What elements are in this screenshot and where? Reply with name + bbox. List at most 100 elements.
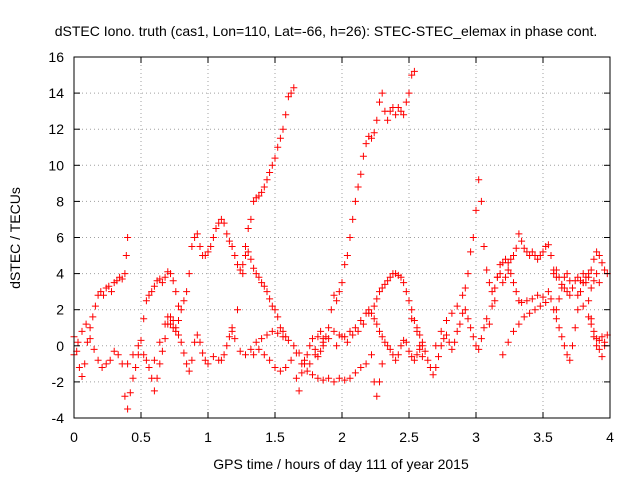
data-point: [185, 367, 193, 375]
data-point: [520, 313, 528, 321]
data-point: [228, 327, 236, 335]
data-point: [544, 288, 552, 296]
data-point: [349, 215, 357, 223]
data-point: [531, 306, 539, 314]
data-point: [220, 219, 228, 227]
data-point: [167, 320, 174, 328]
data-point: [196, 338, 204, 346]
x-tick-label: 0: [70, 429, 78, 445]
data-point: [397, 273, 405, 281]
x-tick-label: 3.5: [533, 429, 553, 445]
data-point: [78, 373, 86, 380]
x-tick-label: 1.5: [265, 429, 285, 445]
series-5: [250, 345, 386, 400]
data-point: [274, 313, 282, 321]
series-12: [552, 270, 611, 361]
data-point: [405, 89, 413, 97]
data-point: [552, 306, 560, 314]
data-point: [298, 369, 306, 377]
data-point: [314, 374, 322, 382]
data-point: [124, 234, 132, 241]
data-point: [593, 270, 601, 278]
data-point: [384, 342, 392, 350]
data-point: [236, 266, 244, 274]
data-point: [330, 378, 338, 386]
data-point: [129, 351, 137, 359]
data-point: [526, 309, 534, 317]
data-point: [392, 111, 400, 119]
data-point: [175, 317, 182, 324]
x-tick-labels: 0 0.5 1 1.5 2 2.5 3 3.5 4: [70, 429, 614, 445]
data-point: [475, 345, 483, 353]
data-point: [311, 345, 319, 353]
data-point: [534, 255, 542, 263]
data-point: [343, 338, 351, 346]
data-point: [448, 345, 456, 353]
data-point: [142, 297, 150, 305]
data-point: [231, 252, 239, 259]
data-point: [191, 234, 199, 241]
data-point: [539, 248, 547, 256]
x-tick-label: 0.5: [131, 429, 151, 445]
data-point: [370, 315, 378, 323]
data-point: [172, 288, 180, 296]
data-point: [89, 313, 97, 321]
data-point: [247, 345, 255, 353]
data-point: [271, 306, 279, 314]
data-point: [472, 206, 480, 214]
data-point: [252, 338, 260, 346]
data-point: [183, 288, 191, 296]
data-point: [252, 270, 260, 278]
data-point: [467, 324, 475, 332]
data-point: [408, 306, 416, 314]
data-point: [180, 297, 188, 305]
data-point: [528, 295, 536, 303]
data-point: [574, 273, 582, 281]
data-point: [188, 243, 196, 250]
y-tick-label: 8: [56, 193, 64, 209]
data-point: [225, 333, 233, 341]
data-point: [276, 324, 284, 332]
data-point: [552, 266, 560, 274]
data-point: [234, 306, 241, 314]
data-point: [346, 374, 354, 382]
data-point: [416, 331, 424, 339]
data-point: [338, 279, 346, 287]
series-6: [292, 67, 418, 395]
data-point: [534, 291, 542, 299]
data-point: [333, 297, 341, 305]
data-point: [343, 252, 351, 259]
data-point: [410, 67, 418, 75]
data-point: [569, 342, 576, 350]
data-point: [448, 309, 456, 317]
data-point: [330, 327, 338, 335]
data-point: [121, 392, 129, 400]
data-point: [263, 331, 271, 339]
data-point: [587, 320, 595, 328]
data-point: [351, 324, 359, 332]
data-point: [258, 335, 266, 343]
x-axis-label: GPS time / hours of day 111 of year 2015: [213, 456, 469, 472]
data-point: [480, 243, 488, 250]
data-point: [158, 347, 166, 355]
data-point: [555, 324, 563, 332]
data-point: [239, 270, 247, 278]
data-point: [485, 320, 493, 328]
data-point: [386, 345, 394, 353]
data-point: [560, 273, 568, 281]
data-point: [354, 327, 362, 335]
data-point: [424, 356, 432, 364]
data-point: [150, 356, 158, 364]
data-point: [341, 261, 349, 269]
data-point: [91, 302, 99, 310]
data-point: [250, 351, 258, 359]
data-point: [86, 324, 94, 332]
data-point: [362, 360, 370, 368]
data-point: [86, 335, 94, 343]
data-point: [598, 259, 606, 267]
data-point: [574, 306, 582, 314]
data-point: [244, 225, 252, 232]
data-point: [98, 364, 106, 371]
data-point: [378, 333, 386, 341]
data-point: [113, 277, 121, 285]
